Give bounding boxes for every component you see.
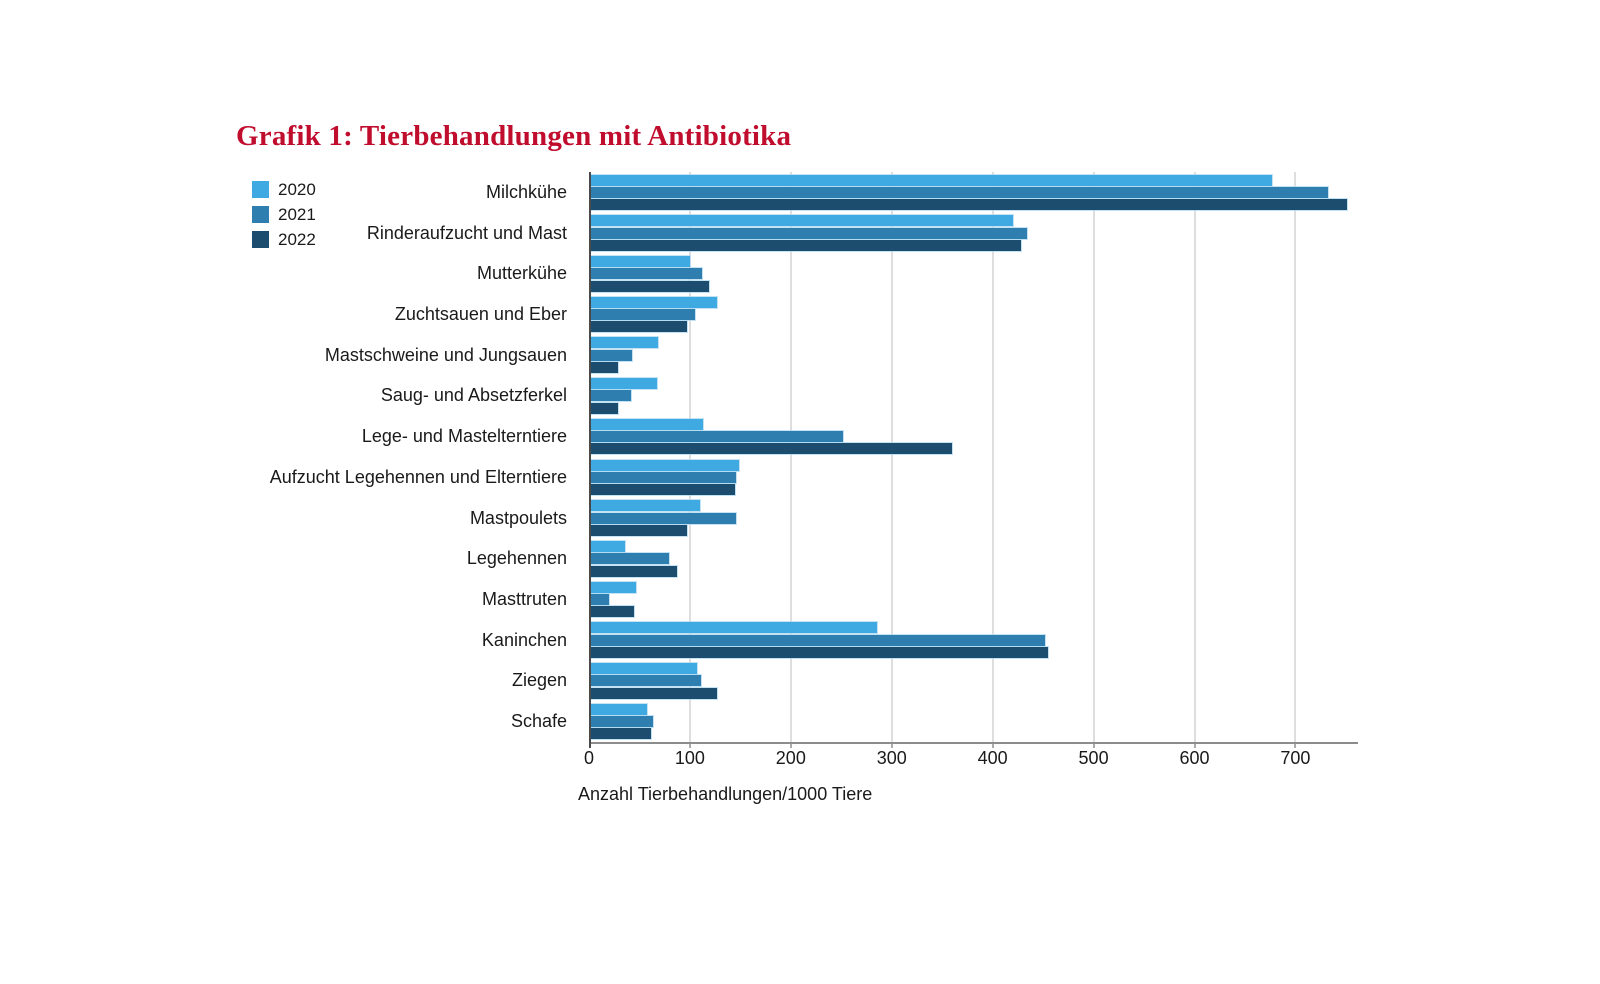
bar-2020 bbox=[591, 500, 700, 512]
bar-2020 bbox=[591, 174, 1273, 186]
bar-2022 bbox=[591, 565, 677, 577]
category-label: Lege- und Mastelterntiere bbox=[361, 426, 567, 447]
bar-2021 bbox=[591, 512, 737, 524]
category-label: Mastschweine und Jungsauen bbox=[324, 344, 567, 365]
bar-2022 bbox=[591, 687, 718, 699]
bar-2022 bbox=[591, 402, 619, 414]
x-tick-label: 0 bbox=[583, 748, 594, 768]
bar-2022 bbox=[591, 199, 1347, 211]
bar-2020 bbox=[591, 581, 637, 593]
y-axis-line bbox=[589, 172, 591, 748]
bar-2022 bbox=[591, 280, 710, 292]
bar-2021 bbox=[591, 186, 1328, 198]
bar-2020 bbox=[591, 418, 704, 430]
plot-area bbox=[589, 172, 1358, 748]
bar-2021 bbox=[591, 675, 701, 687]
legend-item-2020: 2020 bbox=[252, 181, 316, 198]
category-label: Masttruten bbox=[481, 588, 567, 609]
category-label: Milchkühe bbox=[485, 181, 567, 202]
legend-swatch-icon bbox=[252, 206, 269, 223]
category-label: Schafe bbox=[510, 711, 567, 732]
gridline bbox=[789, 172, 792, 742]
x-axis-tick-mark bbox=[789, 742, 792, 748]
bar-2022 bbox=[591, 524, 687, 536]
x-axis-tick-labels: 0 100 200 300 400 500 600 700 bbox=[584, 748, 1409, 772]
category-label: Mutterkühe bbox=[476, 263, 567, 284]
x-tick-label: 600 bbox=[1179, 748, 1210, 768]
bar-2022 bbox=[591, 443, 953, 455]
bar-2022 bbox=[591, 728, 651, 740]
legend-swatch-icon bbox=[252, 231, 269, 248]
bar-2022 bbox=[591, 647, 1049, 658]
category-label: Legehennen bbox=[466, 548, 567, 569]
x-tick-label: 300 bbox=[876, 748, 907, 768]
legend-swatch-icon bbox=[252, 181, 269, 198]
bar-2021 bbox=[591, 349, 633, 361]
category-label: Saug- und Absetzferkel bbox=[380, 385, 567, 406]
bar-2020 bbox=[591, 215, 1013, 227]
bar-2021 bbox=[591, 309, 695, 320]
bar-2021 bbox=[591, 268, 702, 280]
gridline bbox=[991, 172, 994, 742]
bar-2022 bbox=[591, 606, 635, 618]
bar-2021 bbox=[591, 227, 1027, 239]
category-label: Ziegen bbox=[511, 670, 567, 691]
category-label: Aufzucht Legehennen und Elterntiere bbox=[269, 466, 567, 487]
gridline bbox=[1193, 172, 1196, 742]
bar-2022 bbox=[591, 239, 1021, 251]
legend: 2020 2021 2022 bbox=[252, 181, 316, 256]
x-tick-label: 100 bbox=[674, 748, 705, 768]
gridline bbox=[1092, 172, 1095, 742]
page-title: Grafik 1: Tierbehandlungen mit Antibioti… bbox=[236, 120, 792, 152]
bar-2020 bbox=[591, 296, 718, 308]
bar-2020 bbox=[591, 663, 697, 675]
bar-2022 bbox=[591, 484, 736, 496]
legend-label: 2020 bbox=[278, 180, 316, 199]
bar-2021 bbox=[591, 594, 610, 605]
category-label: Kaninchen bbox=[481, 629, 567, 650]
bar-2022 bbox=[591, 362, 619, 373]
gridline bbox=[688, 172, 691, 742]
bar-2021 bbox=[591, 390, 632, 402]
x-axis-tick-mark bbox=[1294, 742, 1297, 748]
category-label: Zuchtsauen und Eber bbox=[394, 303, 567, 324]
gridline bbox=[1294, 172, 1297, 742]
x-axis-tick-mark bbox=[991, 742, 994, 748]
x-axis-tick-mark bbox=[688, 742, 691, 748]
bar-2020 bbox=[591, 459, 740, 471]
x-axis-tick-mark bbox=[1092, 742, 1095, 748]
legend-label: 2022 bbox=[278, 230, 316, 249]
x-tick-label: 500 bbox=[1078, 748, 1109, 768]
bar-2021 bbox=[591, 553, 669, 565]
bar-2020 bbox=[591, 255, 690, 267]
x-axis-line bbox=[589, 742, 1358, 744]
bar-2021 bbox=[591, 431, 844, 443]
gridline bbox=[890, 172, 893, 742]
x-tick-label: 200 bbox=[775, 748, 806, 768]
category-labels: Milchkühe Rinderaufzucht und Mast Mutterkü… bbox=[0, 172, 567, 742]
bar-2021 bbox=[591, 716, 653, 728]
bar-2020 bbox=[591, 622, 877, 634]
bar-2020 bbox=[591, 378, 657, 390]
bar-2020 bbox=[591, 337, 658, 349]
legend-item-2021: 2021 bbox=[252, 206, 316, 223]
bar-2021 bbox=[591, 634, 1046, 646]
bar-2022 bbox=[591, 321, 687, 333]
x-tick-label: 400 bbox=[977, 748, 1008, 768]
x-axis-title: Anzahl Tierbehandlungen/1000 Tiere bbox=[578, 784, 873, 804]
category-label: Rinderaufzucht und Mast bbox=[366, 222, 567, 243]
bar-2020 bbox=[591, 540, 626, 552]
bar-2020 bbox=[591, 703, 647, 715]
x-tick-label: 700 bbox=[1280, 748, 1311, 768]
legend-label: 2021 bbox=[278, 205, 316, 224]
x-axis-tick-mark bbox=[890, 742, 893, 748]
category-label: Mastpoulets bbox=[469, 507, 567, 528]
bar-2021 bbox=[591, 471, 737, 483]
x-axis-tick-mark bbox=[1193, 742, 1196, 748]
legend-item-2022: 2022 bbox=[252, 231, 316, 248]
